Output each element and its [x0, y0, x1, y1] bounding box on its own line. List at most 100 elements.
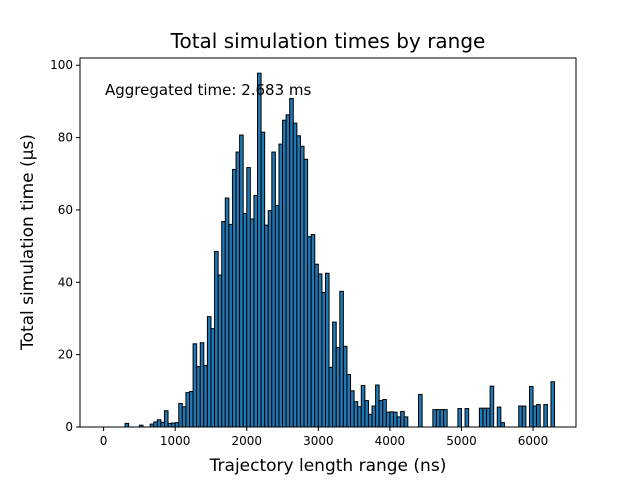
histogram-bar [435, 409, 441, 428]
histogram-bar [192, 343, 198, 428]
x-tick-label: 6000 [518, 434, 549, 448]
histogram-bar [246, 167, 251, 428]
histogram-bar [375, 384, 380, 428]
histogram-bars [124, 72, 556, 428]
x-tick-label: 2000 [231, 434, 262, 448]
histogram-bar [231, 168, 237, 428]
y-axis-label: Total simulation time (µs) [18, 134, 38, 351]
histogram-bar [257, 72, 262, 428]
x-tick-label: 0 [100, 434, 108, 448]
histogram-bar [153, 421, 158, 428]
histogram-bar [382, 399, 387, 428]
histogram-bar [189, 391, 194, 428]
histogram-bar [307, 236, 312, 428]
y-tick-label: 20 [58, 348, 73, 362]
histogram-bar [371, 405, 377, 428]
histogram-bar [171, 422, 176, 428]
histogram-bar [339, 290, 344, 428]
x-tick-label: 4000 [375, 434, 406, 448]
histogram-bar [310, 234, 316, 428]
histogram-bar [353, 401, 359, 428]
histogram-bar [163, 410, 169, 428]
histogram-bar [124, 422, 130, 428]
histogram-bar [181, 406, 187, 428]
y-tick-label: 0 [65, 420, 73, 434]
histogram-bar [324, 272, 330, 428]
histogram-bar [342, 345, 348, 428]
histogram-bar [439, 409, 445, 428]
histogram-bar [378, 400, 384, 428]
histogram-bar [203, 365, 208, 428]
histogram-bar [432, 409, 437, 428]
histogram-bar [210, 328, 216, 428]
chart-title: Total simulation times by range [170, 29, 486, 53]
x-tick-label: 1000 [160, 434, 191, 448]
histogram-bar [299, 145, 305, 428]
histogram-bar [443, 409, 448, 428]
y-axis-ticks: 0 20 40 60 80 100 [50, 58, 80, 434]
histogram-bar [317, 273, 323, 428]
histogram-bar [167, 422, 173, 428]
histogram-bar [228, 223, 233, 428]
histogram-bar [403, 416, 409, 428]
histogram-bar [214, 251, 219, 428]
histogram-bar [199, 342, 205, 428]
histogram-bar [364, 400, 369, 428]
y-tick-label: 60 [58, 203, 73, 217]
x-tick-label: 3000 [303, 434, 334, 448]
histogram-bar [285, 114, 291, 428]
histogram-bar [392, 411, 398, 428]
histogram-bar [174, 422, 180, 428]
histogram-bar [464, 408, 470, 428]
histogram-bar [418, 393, 423, 428]
histogram-bar [536, 404, 541, 428]
histogram-bar [289, 98, 294, 428]
histogram-bar [206, 316, 212, 428]
histogram-bar [478, 407, 484, 428]
histogram-bar [278, 143, 284, 428]
histogram-bar [282, 119, 287, 428]
histogram-bar [321, 291, 327, 428]
histogram-bar [457, 408, 462, 428]
histogram-bar [335, 346, 341, 428]
histogram-bar [303, 158, 309, 428]
histogram-bar [239, 134, 244, 428]
histogram-bar [486, 407, 491, 428]
histogram-bar [400, 410, 405, 428]
histogram-bar [185, 392, 191, 428]
histogram-bar [543, 404, 548, 428]
histogram-bar [160, 421, 165, 428]
histogram-bar [521, 405, 527, 428]
histogram-bar [346, 374, 352, 428]
histogram-bar [367, 413, 373, 428]
x-tick-label: 5000 [446, 434, 477, 448]
histogram-bar [314, 263, 319, 428]
histogram-bar [274, 205, 280, 428]
histogram-bar [296, 135, 301, 428]
histogram-bar [260, 131, 266, 428]
histogram-bar [217, 274, 223, 428]
histogram-bar [332, 321, 337, 428]
histogram-bar [532, 405, 538, 428]
y-tick-label: 80 [58, 131, 73, 145]
histogram-bar [482, 407, 488, 428]
histogram-bar [235, 151, 241, 428]
histogram-bar [518, 405, 523, 428]
x-axis-ticks: 0 1000 2000 3000 4000 5000 6000 [100, 427, 549, 448]
histogram-bar [196, 366, 201, 428]
histogram-bar [221, 221, 226, 428]
histogram-bar [357, 406, 362, 428]
histogram-bar [267, 210, 273, 428]
histogram-bar [253, 194, 258, 428]
histogram-bar [489, 385, 495, 428]
y-tick-label: 40 [58, 275, 73, 289]
histogram-bar [360, 384, 366, 428]
histogram-bar [528, 385, 534, 428]
histogram-bar [271, 151, 276, 428]
histogram-bar [292, 122, 298, 428]
histogram-bar [264, 224, 269, 428]
histogram-bar [350, 390, 355, 428]
histogram-bar [385, 411, 391, 428]
aggregated-time-annotation: Aggregated time: 2.683 ms [105, 81, 312, 99]
